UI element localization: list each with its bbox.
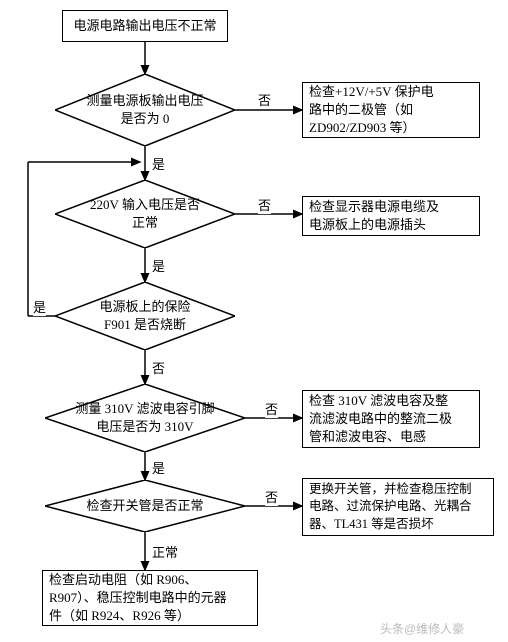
- label-d2-yes: 是: [152, 256, 165, 275]
- label-d1-yes: 是: [152, 154, 165, 173]
- node-r1: 检查+12V/+5V 保护电路中的二极管（如ZD902/ZD903 等）: [302, 82, 480, 138]
- node-start-text: 电源电路输出电压不正常: [73, 17, 216, 35]
- label-d4-no: 否: [265, 399, 278, 418]
- node-d3-text: 电源板上的保险F901 是否烧断: [73, 298, 217, 334]
- label-d1-no: 否: [258, 90, 271, 109]
- flowchart-canvas: 电源电路输出电压不正常 测量电源板输出电压是否为 0 否 是 检查+12V/+5…: [0, 0, 508, 642]
- node-d2: 220V 输入电压是否正常: [55, 180, 235, 248]
- node-d2-text: 220V 输入电压是否正常: [73, 196, 217, 232]
- node-d1: 测量电源板输出电压是否为 0: [55, 74, 235, 146]
- label-d5-normal: 正常: [152, 542, 178, 561]
- node-r2: 检查显示器电源电缆及电源板上的电源插头: [302, 196, 480, 236]
- node-r1-text: 检查+12V/+5V 保护电路中的二极管（如ZD902/ZD903 等）: [309, 83, 434, 138]
- watermark: 头条@维修人豪: [380, 620, 464, 637]
- node-d5: 检查开关管是否正常: [45, 480, 245, 532]
- label-d5-no: 否: [265, 487, 278, 506]
- node-r4: 检查 310V 滤波电容及整流滤波电路中的整流二极管和滤波电容、电感: [302, 390, 480, 448]
- node-d3: 电源板上的保险F901 是否烧断: [55, 282, 235, 350]
- node-r5: 更换开关管，并检查稳压控制电路、过流保护电路、光耦合器、TL431 等是否损坏: [302, 478, 494, 536]
- node-d5-text: 检查开关管是否正常: [65, 497, 225, 515]
- node-d4: 测量 310V 滤波电容引脚电压是否为 310V: [45, 384, 245, 452]
- node-end: 检查启动电阻（如 R906、R907）、稳压控制电路中的元器件（如 R924、R…: [42, 570, 258, 626]
- node-end-text: 检查启动电阻（如 R906、R907）、稳压控制电路中的元器件（如 R924、R…: [49, 571, 227, 626]
- node-r2-text: 检查显示器电源电缆及电源板上的电源插头: [309, 198, 439, 234]
- node-start: 电源电路输出电压不正常: [62, 10, 228, 42]
- label-d3-yes: 是: [33, 297, 46, 316]
- node-r4-text: 检查 310V 滤波电容及整流滤波电路中的整流二极管和滤波电容、电感: [309, 392, 452, 447]
- label-d2-no: 否: [258, 195, 271, 214]
- label-d3-no: 否: [152, 358, 165, 377]
- node-d1-text: 测量电源板输出电压是否为 0: [73, 92, 217, 128]
- node-r5-text: 更换开关管，并检查稳压控制电路、过流保护电路、光耦合器、TL431 等是否损坏: [309, 481, 472, 534]
- node-d4-text: 测量 310V 滤波电容引脚电压是否为 310V: [65, 400, 225, 436]
- label-d4-yes: 是: [152, 458, 165, 477]
